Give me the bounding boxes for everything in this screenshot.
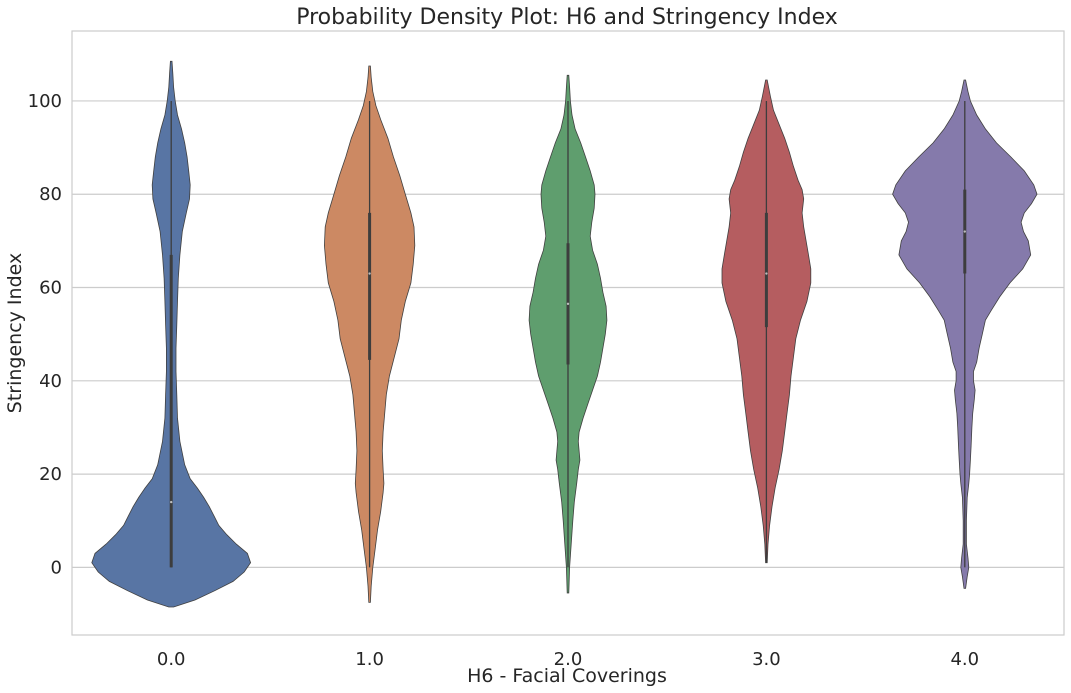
- violin-median: [170, 500, 173, 504]
- violin-median: [963, 230, 966, 233]
- x-tick-label: 0.0: [157, 649, 186, 670]
- y-tick-label: 20: [39, 464, 62, 485]
- y-tick-label: 100: [28, 91, 62, 112]
- x-tick-label: 2.0: [554, 649, 583, 670]
- x-tick-label: 3.0: [752, 649, 781, 670]
- y-tick-label: 80: [39, 184, 62, 205]
- chart-title: Probability Density Plot: H6 and Stringe…: [296, 5, 838, 30]
- y-tick-label: 0: [51, 557, 62, 578]
- x-axis-label: H6 - Facial Coverings: [467, 665, 667, 687]
- y-axis-label: Stringency Index: [4, 253, 26, 413]
- violin-median: [566, 302, 570, 306]
- x-tick-label: 4.0: [950, 649, 979, 670]
- violin-median: [765, 272, 768, 275]
- y-tick-label: 60: [39, 278, 62, 299]
- violin-group: [91, 60, 1038, 608]
- y-tick-labels: 0 20 40 60 80 100: [28, 91, 62, 578]
- x-tick-label: 1.0: [355, 649, 384, 670]
- y-tick-label: 40: [39, 371, 62, 392]
- x-tick-labels: 0.0 1.0 2.0 3.0 4.0: [157, 649, 979, 670]
- violin-median: [368, 272, 371, 275]
